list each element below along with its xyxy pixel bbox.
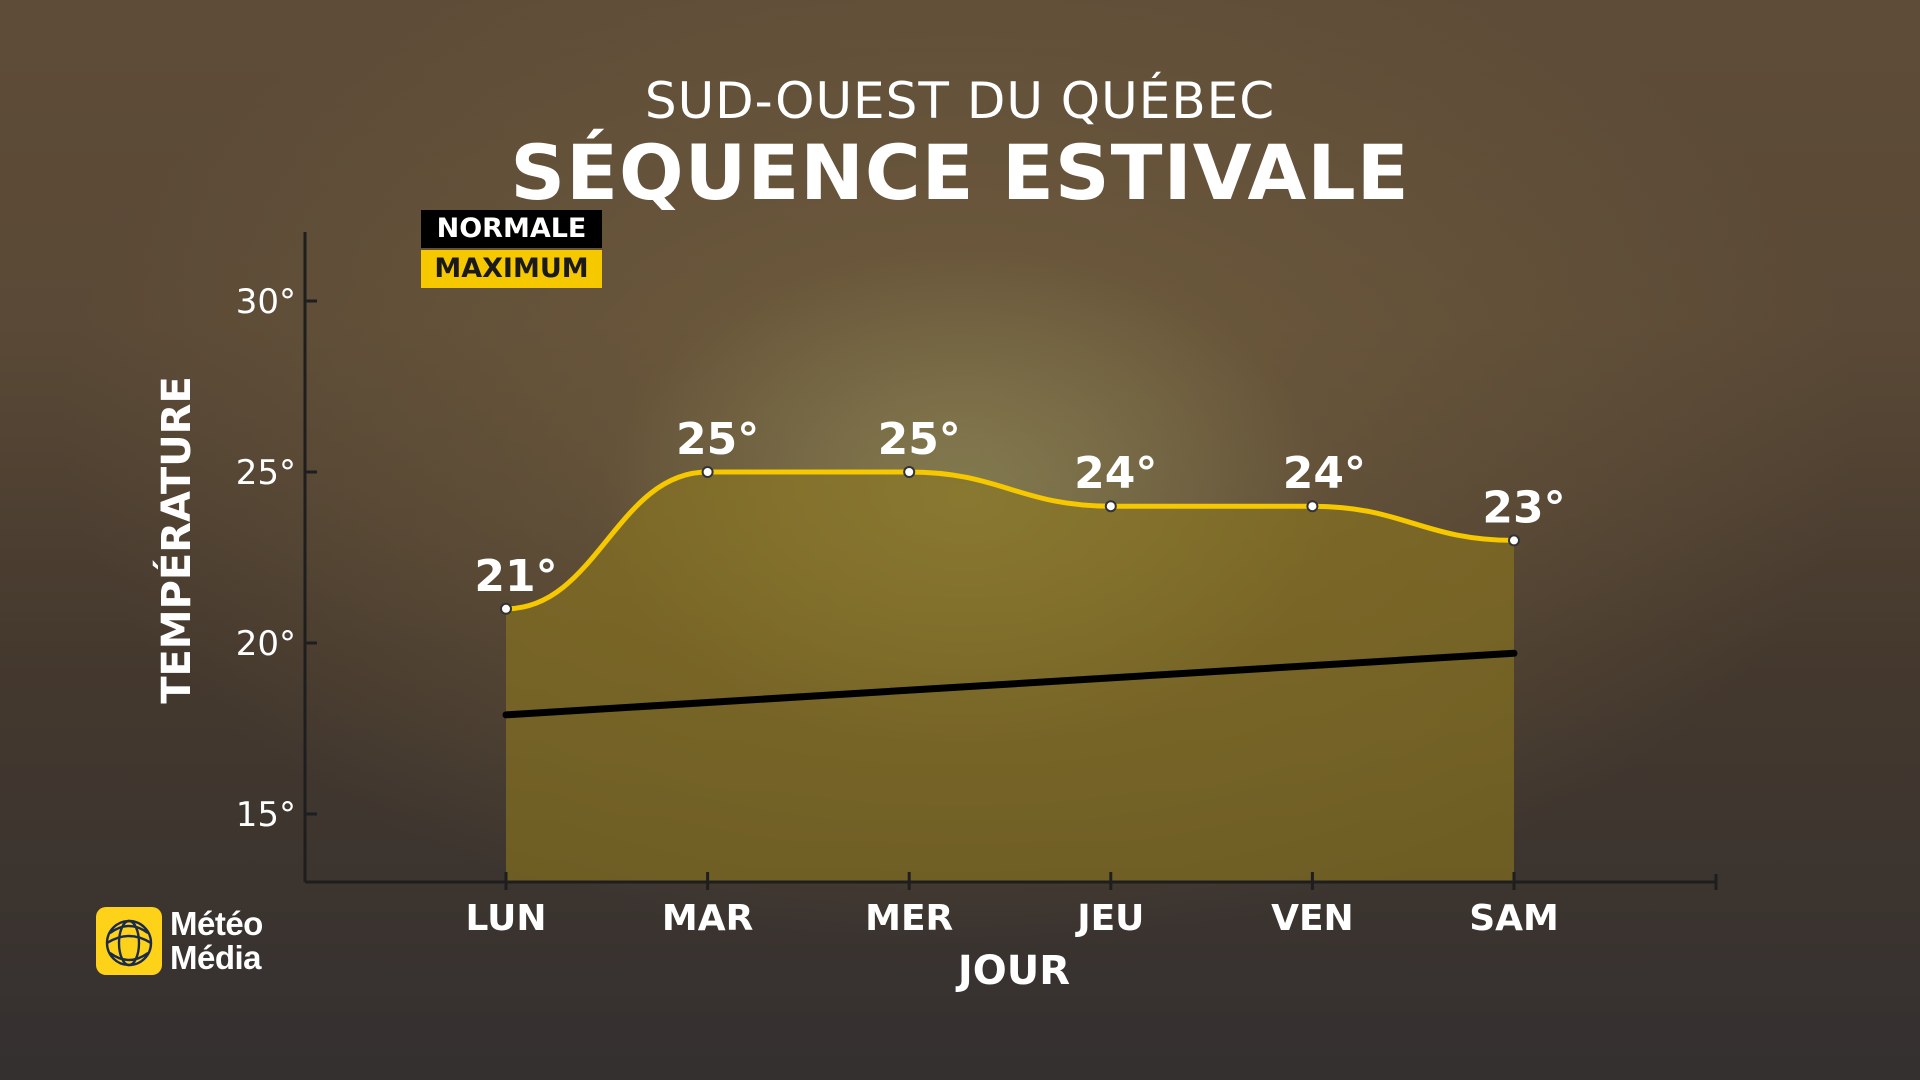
logo-text-line2: Média xyxy=(170,939,262,976)
maximum-point xyxy=(903,466,916,478)
maximum-data-label: 24° xyxy=(1074,448,1157,499)
legend-maximum: MAXIMUM xyxy=(421,250,602,288)
y-tick-label: 15° xyxy=(236,795,296,835)
globe-icon xyxy=(96,907,162,975)
x-tick-label: LUN xyxy=(465,898,546,939)
maximum-area xyxy=(506,472,1514,882)
x-tick-label: MER xyxy=(865,898,953,939)
maximum-data-label: 25° xyxy=(676,414,759,465)
x-tick-label: VEN xyxy=(1271,898,1354,939)
maximum-line xyxy=(505,469,1515,612)
chart-subtitle: SUD-OUEST DU QUÉBEC xyxy=(644,72,1276,130)
maximum-point xyxy=(500,602,512,615)
y-tick-label: 25° xyxy=(236,453,296,493)
x-axis-title: JOUR xyxy=(955,948,1070,994)
y-axis-title: TEMPÉRATURE xyxy=(152,376,200,704)
x-tick-label: SAM xyxy=(1469,898,1559,939)
normale-line xyxy=(502,649,1518,719)
maximum-data-label: 24° xyxy=(1283,448,1366,499)
maximum-data-label: 25° xyxy=(878,414,961,465)
maximum-data-label: 23° xyxy=(1482,482,1565,533)
logo-text-line1: Météo xyxy=(170,905,263,942)
x-tick-label: MAR xyxy=(662,898,753,939)
maximum-point xyxy=(1508,534,1520,547)
chart-title: SÉQUENCE ESTIVALE xyxy=(510,128,1410,217)
y-tick-label: 20° xyxy=(236,624,296,664)
maximum-data-label: 21° xyxy=(474,551,557,602)
x-tick-label: JEU xyxy=(1074,898,1144,939)
legend-normale: NORMALE xyxy=(421,210,602,248)
maximum-point xyxy=(701,466,714,478)
maximum-point xyxy=(1306,500,1319,513)
maximum-point xyxy=(1104,500,1117,513)
y-tick-label: 30° xyxy=(236,282,296,322)
meteomedia-logo: Météo Média xyxy=(96,907,276,977)
